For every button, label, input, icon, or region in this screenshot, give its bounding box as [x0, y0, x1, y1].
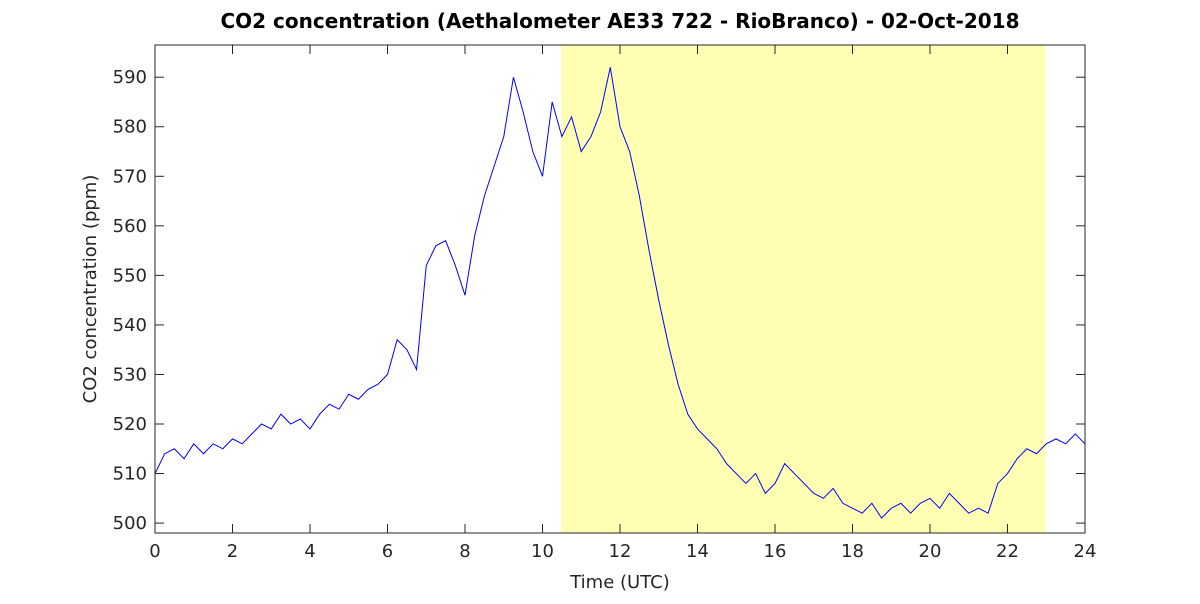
x-tick-label: 8 — [459, 541, 470, 562]
y-axis-label: CO2 concentration (ppm) — [80, 175, 101, 404]
y-tick-label: 580 — [113, 117, 147, 138]
x-tick-label: 14 — [686, 541, 709, 562]
x-tick-label: 20 — [919, 541, 942, 562]
y-tick-label: 550 — [113, 265, 147, 286]
x-tick-label: 6 — [382, 541, 393, 562]
x-tick-label: 4 — [304, 541, 315, 562]
y-tick-label: 520 — [113, 414, 147, 435]
y-tick-label: 590 — [113, 67, 147, 88]
x-tick-label: 0 — [149, 541, 160, 562]
x-tick-label: 10 — [531, 541, 554, 562]
x-tick-label: 12 — [609, 541, 632, 562]
chart-title: CO2 concentration (Aethalometer AE33 722… — [221, 9, 1020, 33]
x-tick-label: 18 — [841, 541, 864, 562]
x-tick-label: 22 — [996, 541, 1019, 562]
x-tick-label: 24 — [1074, 541, 1097, 562]
y-tick-label: 560 — [113, 216, 147, 237]
y-tick-label: 500 — [113, 513, 147, 534]
highlight-band — [561, 45, 1046, 533]
y-tick-label: 570 — [113, 166, 147, 187]
data-line — [154, 67, 1086, 519]
x-axis-label: Time (UTC) — [569, 572, 670, 593]
x-tick-label: 16 — [764, 541, 787, 562]
x-tick-label: 2 — [227, 541, 238, 562]
y-tick-label: 510 — [113, 464, 147, 485]
y-tick-label: 540 — [113, 315, 147, 336]
y-tick-label: 530 — [113, 364, 147, 385]
